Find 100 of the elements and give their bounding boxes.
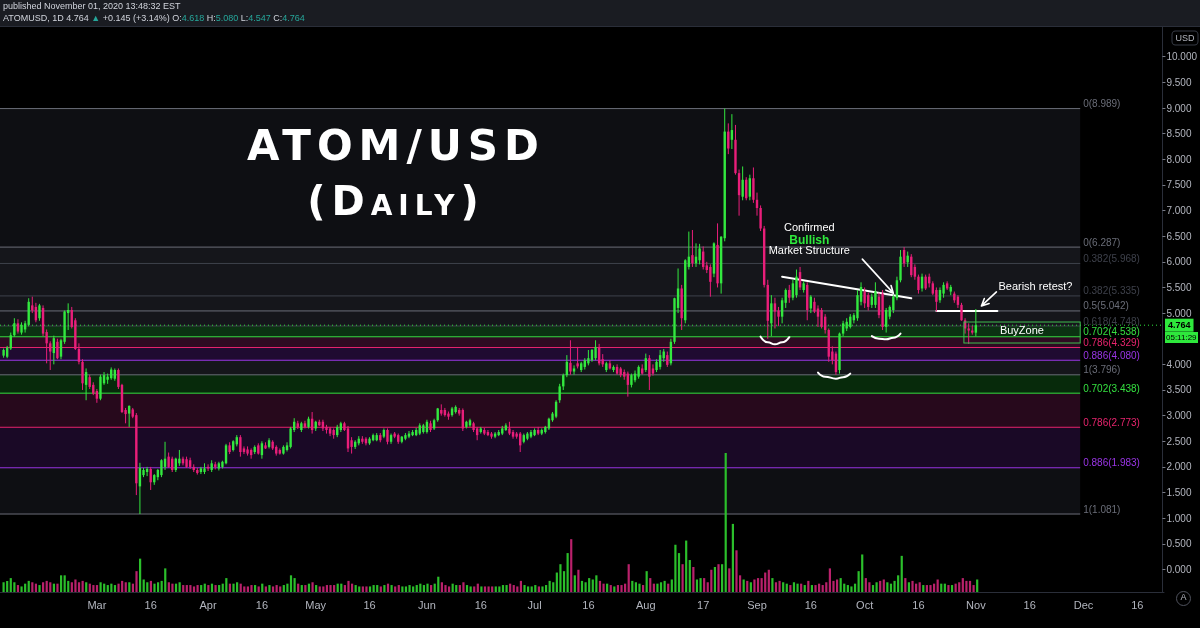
- bar: [907, 582, 911, 592]
- bar: [588, 578, 591, 592]
- ref-line-label: 0.618(4.748): [1083, 315, 1140, 327]
- bar: [257, 586, 260, 592]
- x-tick-label: Jun: [418, 598, 436, 611]
- bar: [771, 578, 774, 592]
- bar: [167, 582, 170, 592]
- x-tick-label: 16: [1131, 598, 1144, 611]
- bar: [541, 586, 544, 592]
- bar: [864, 578, 867, 592]
- x-tick-label: May: [305, 598, 327, 611]
- bar: [778, 580, 781, 592]
- bar: [753, 579, 756, 592]
- candlestick: [874, 281, 877, 309]
- y-tick-label: 2.000: [1166, 461, 1192, 473]
- x-tick-label: 16: [255, 598, 269, 611]
- bar: [695, 579, 699, 592]
- y-tick-label: 10.000: [1166, 51, 1198, 63]
- bar: [246, 586, 249, 592]
- bar: [548, 580, 551, 592]
- bar: [728, 568, 731, 592]
- x-tick-label: 16: [474, 598, 487, 611]
- bar: [325, 585, 329, 592]
- y-tick-label: 3.000: [1166, 410, 1192, 422]
- bar: [634, 582, 637, 592]
- bar: [422, 585, 426, 592]
- bar: [868, 582, 871, 592]
- text: (Daily): [307, 178, 485, 224]
- bar: [415, 585, 418, 592]
- x-tick-label: Oct: [856, 598, 874, 611]
- x-tick-label: Dec: [1073, 598, 1094, 611]
- bar: [713, 566, 717, 592]
- x-tick-label: 16: [582, 598, 595, 611]
- candlestick: [594, 339, 597, 361]
- bar: [814, 585, 817, 592]
- bar: [663, 580, 666, 592]
- x-tick-label: Aug: [636, 598, 656, 611]
- y-axis-title: USD: [1175, 33, 1195, 43]
- bar: [20, 586, 23, 592]
- bar: [620, 585, 623, 592]
- candlestick: [239, 434, 242, 458]
- bar: [243, 586, 246, 592]
- bar: [81, 580, 84, 592]
- bar: [735, 550, 738, 592]
- bar: [516, 586, 519, 592]
- text: ATOM/USD: [247, 121, 545, 170]
- bar: [871, 585, 875, 592]
- bar: [185, 585, 188, 592]
- bar: [792, 582, 796, 592]
- bar: [641, 585, 645, 592]
- bar: [789, 585, 792, 592]
- bar: [225, 578, 228, 592]
- bar: [965, 580, 968, 592]
- ref-line-label: 0(6.287): [1083, 236, 1121, 248]
- bar: [253, 585, 257, 592]
- bar: [968, 580, 972, 592]
- candlestick: [863, 286, 866, 309]
- x-tick-label: 16: [804, 598, 817, 611]
- bar: [74, 579, 77, 592]
- bar: [390, 585, 393, 592]
- bar: [178, 582, 181, 592]
- bar: [616, 585, 620, 592]
- candlestick: [967, 322, 970, 345]
- candlestick: [727, 122, 730, 155]
- bar: [659, 582, 663, 592]
- y-tick-label: 0.500: [1166, 538, 1192, 550]
- x-tick-label: Apr: [199, 598, 217, 611]
- candlestick: [648, 354, 651, 391]
- candlestick: [572, 364, 576, 376]
- annotation: Bearish retest?: [998, 279, 1073, 292]
- x-tick-label: Jul: [527, 598, 542, 611]
- bar: [171, 583, 174, 592]
- bar: [401, 586, 404, 592]
- candlestick: [289, 426, 292, 449]
- bar: [645, 571, 648, 592]
- bar: [289, 575, 293, 592]
- bar: [721, 564, 724, 592]
- bar: [717, 564, 720, 592]
- bar: [498, 586, 501, 592]
- bar: [304, 585, 307, 592]
- bar: [465, 585, 469, 592]
- bar: [275, 585, 278, 592]
- bar: [207, 585, 210, 592]
- bar: [469, 586, 472, 592]
- bar: [756, 578, 760, 592]
- bar: [6, 580, 9, 592]
- bar: [591, 579, 594, 592]
- bar: [688, 560, 691, 592]
- bar: [232, 583, 235, 592]
- bar: [897, 575, 900, 592]
- bar: [584, 582, 587, 592]
- bar: [961, 578, 964, 592]
- bar: [501, 585, 505, 592]
- bar: [42, 582, 45, 592]
- bar: [383, 585, 386, 592]
- text: published November 01, 2020 13:48:32 EST: [3, 1, 181, 11]
- bar: [426, 583, 429, 592]
- y-tick-label: 9.500: [1166, 76, 1192, 88]
- y-tick-label: 5.000: [1166, 307, 1192, 319]
- bar: [595, 575, 598, 592]
